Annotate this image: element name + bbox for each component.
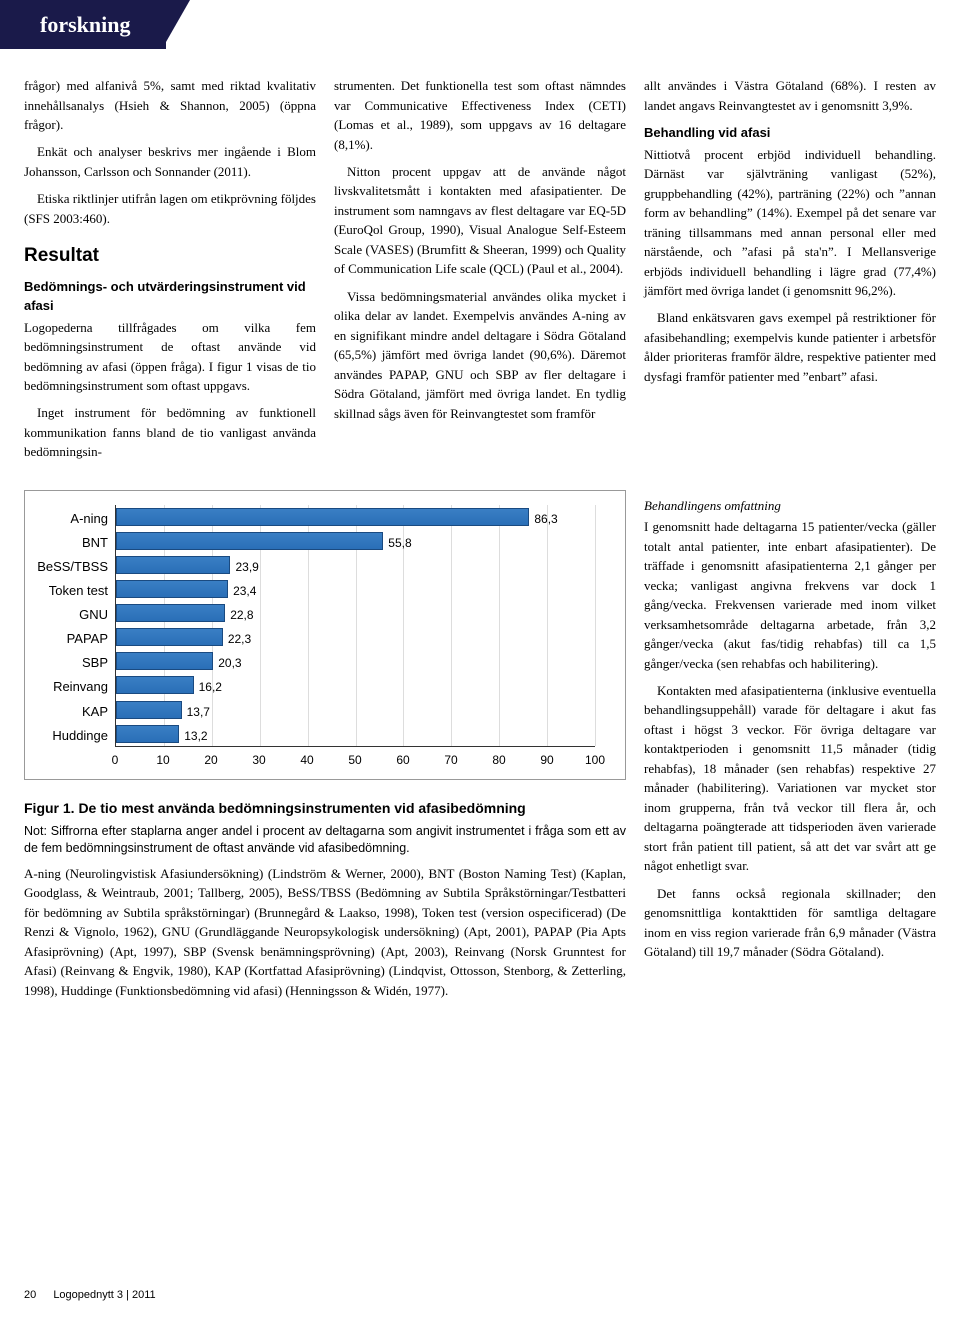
column-right-bottom: Behandlingens omfattning I genomsnitt ha… xyxy=(644,490,936,1001)
chart-bar-label: GNU xyxy=(79,605,116,625)
chart-plot-area: A-ning86,3BNT55,8BeSS/TBSS23,9Token test… xyxy=(115,505,595,747)
italic-heading-omfattning: Behandlingens omfattning xyxy=(644,496,936,516)
chart-bar: 23,9 xyxy=(116,556,230,574)
chart-bar-value: 22,8 xyxy=(224,606,253,624)
body-text: Bland enkätsvaren gavs exempel på restri… xyxy=(644,308,936,386)
chart-bar-row: Huddinge13,2 xyxy=(116,724,595,748)
body-text: Nittiotvå procent erbjöd individuell beh… xyxy=(644,145,936,301)
chart-bar-row: SBP20,3 xyxy=(116,651,595,675)
body-text: frågor) med alfanivå 5%, samt med riktad… xyxy=(24,76,316,135)
body-text: Inget instrument för bedömning av funkti… xyxy=(24,403,316,462)
chart-x-tick-label: 10 xyxy=(156,751,169,769)
figure-description: A-ning (Neurolingvistisk Afasiundersökni… xyxy=(24,864,626,1001)
body-text: allt användes i Västra Götaland (68%). I… xyxy=(644,76,936,115)
chart-bar-row: BeSS/TBSS23,9 xyxy=(116,555,595,579)
chart-bar-value: 86,3 xyxy=(528,510,557,528)
chart-gridline xyxy=(595,505,596,746)
chart-bar-label: A-ning xyxy=(70,509,116,529)
chart-bar: 23,4 xyxy=(116,580,228,598)
chart-bar-value: 16,2 xyxy=(193,678,222,696)
chart-bar: 86,3 xyxy=(116,508,529,526)
chart-bar: 13,7 xyxy=(116,701,182,719)
chart-bar: 13,2 xyxy=(116,725,179,743)
subheading-instrument: Bedömnings- och utvärderingsinstrument v… xyxy=(24,277,316,316)
chart-bar-label: Token test xyxy=(49,581,116,601)
chart-bar-row: GNU22,8 xyxy=(116,603,595,627)
chart-bar-value: 13,2 xyxy=(178,727,207,745)
upper-columns: frågor) med alfanivå 5%, samt med riktad… xyxy=(24,76,936,470)
chart-bar-row: BNT55,8 xyxy=(116,531,595,555)
chart-x-tick-label: 80 xyxy=(492,751,505,769)
chart-bar-row: KAP13,7 xyxy=(116,700,595,724)
body-text: I genomsnitt hade deltagarna 15 patiente… xyxy=(644,517,936,673)
chart-bar-row: A-ning86,3 xyxy=(116,507,595,531)
chart-x-tick-label: 90 xyxy=(540,751,553,769)
page-number: 20 xyxy=(24,1289,36,1301)
chart-x-tick-label: 40 xyxy=(300,751,313,769)
subheading-behandling: Behandling vid afasi xyxy=(644,123,936,143)
magazine-info: Logopednytt 3 | 2011 xyxy=(53,1289,155,1301)
chart-bar-label: BNT xyxy=(82,533,116,553)
body-text: Enkät och analyser beskrivs mer ingående… xyxy=(24,142,316,181)
chart-x-tick-label: 60 xyxy=(396,751,409,769)
section-tab: forskning xyxy=(0,0,166,49)
chart-bar: 22,3 xyxy=(116,628,223,646)
chart-bar-value: 20,3 xyxy=(212,654,241,672)
chart-bar-label: PAPAP xyxy=(67,629,116,649)
chart-x-tick-label: 0 xyxy=(112,751,119,769)
chart-bar-label: KAP xyxy=(82,702,116,722)
chart-x-tick-label: 70 xyxy=(444,751,457,769)
figure-note: Not: Siffrorna efter staplarna anger and… xyxy=(24,823,626,858)
chart-bar: 20,3 xyxy=(116,652,213,670)
chart-bar-label: Huddinge xyxy=(52,726,116,746)
chart-bar-value: 23,9 xyxy=(229,558,258,576)
lower-columns: A-ning86,3BNT55,8BeSS/TBSS23,9Token test… xyxy=(24,490,936,1001)
chart-bar-value: 22,3 xyxy=(222,630,251,648)
chart-bar-value: 55,8 xyxy=(382,534,411,552)
chart-bar: 16,2 xyxy=(116,676,194,694)
page-content: frågor) med alfanivå 5%, samt med riktad… xyxy=(24,76,936,1000)
body-text: Nitton procent uppgav att de använde någ… xyxy=(334,162,626,279)
chart-bar: 55,8 xyxy=(116,532,383,550)
body-text: Vissa bedömningsmaterial användes olika … xyxy=(334,287,626,424)
chart-bar-row: PAPAP22,3 xyxy=(116,627,595,651)
chart-x-tick-label: 100 xyxy=(585,751,605,769)
body-text: strumenten. Det funktionella test som of… xyxy=(334,76,626,154)
page-footer: 20 Logopednytt 3 | 2011 xyxy=(24,1287,156,1304)
column-3: allt användes i Västra Götaland (68%). I… xyxy=(644,76,936,470)
chart-bar: 22,8 xyxy=(116,604,225,622)
column-1: frågor) med alfanivå 5%, samt med riktad… xyxy=(24,76,316,470)
figure-block: A-ning86,3BNT55,8BeSS/TBSS23,9Token test… xyxy=(24,490,626,1001)
figure-caption: Figur 1. De tio mest använda bedömningsi… xyxy=(24,798,626,819)
body-text: Det fanns också regionala skillnader; de… xyxy=(644,884,936,962)
body-text: Etiska riktlinjer utifrån lagen om etikp… xyxy=(24,189,316,228)
body-text: Logopederna tillfrågades om vilka fem be… xyxy=(24,318,316,396)
bar-chart: A-ning86,3BNT55,8BeSS/TBSS23,9Token test… xyxy=(24,490,626,780)
chart-bar-value: 13,7 xyxy=(181,703,210,721)
chart-x-tick-label: 20 xyxy=(204,751,217,769)
chart-bar-row: Token test23,4 xyxy=(116,579,595,603)
heading-resultat: Resultat xyxy=(24,242,316,271)
chart-x-tick-label: 30 xyxy=(252,751,265,769)
column-2: strumenten. Det funktionella test som of… xyxy=(334,76,626,470)
chart-bar-row: Reinvang16,2 xyxy=(116,675,595,699)
chart-x-tick-label: 50 xyxy=(348,751,361,769)
chart-bar-label: SBP xyxy=(82,653,116,673)
body-text: Kontakten med afasipatienterna (inklusiv… xyxy=(644,681,936,876)
chart-bar-value: 23,4 xyxy=(227,582,256,600)
chart-bar-label: BeSS/TBSS xyxy=(37,557,116,577)
chart-bar-label: Reinvang xyxy=(53,677,116,697)
